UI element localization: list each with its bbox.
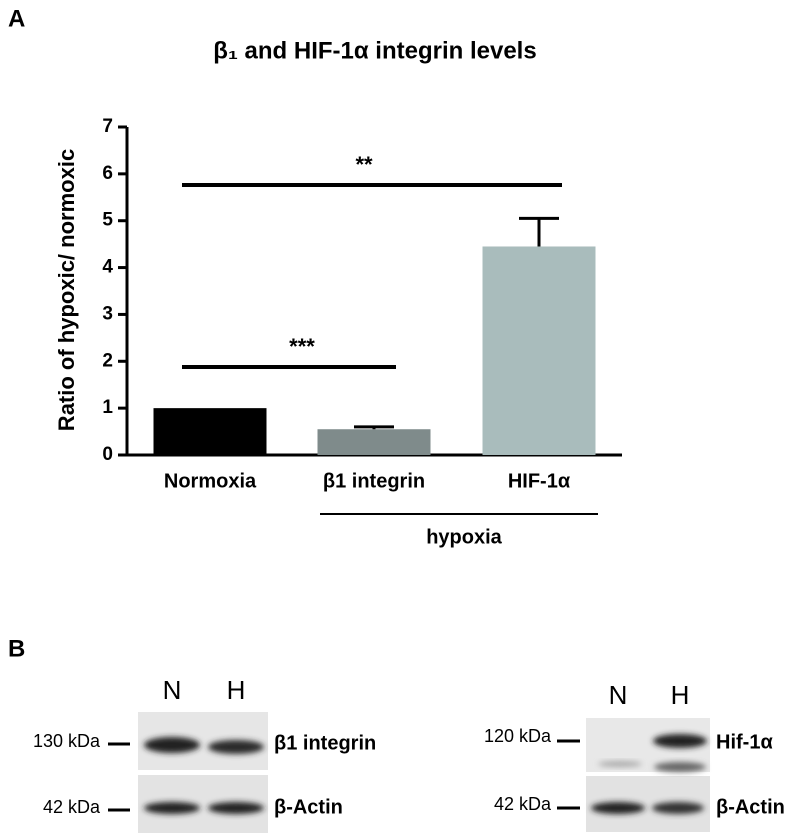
y-tick-label: 0 xyxy=(102,444,113,465)
annotation: ** xyxy=(355,152,373,177)
band xyxy=(208,802,264,814)
band xyxy=(208,740,264,754)
y-tick-label: 6 xyxy=(102,163,113,184)
y-tick-label: 5 xyxy=(102,210,113,231)
band xyxy=(652,802,704,814)
y-tick-label: 4 xyxy=(102,257,113,278)
marker-label: 120 kDa xyxy=(484,726,552,746)
protein-label: β1 integrin xyxy=(274,732,376,754)
lane-label: N xyxy=(163,675,182,705)
x-tick-label: β1 integrin xyxy=(323,470,425,492)
protein-label: Hif-1α xyxy=(716,731,773,753)
marker-label: 42 kDa xyxy=(494,794,552,814)
bar xyxy=(482,246,596,455)
blot-left: N H 130 kDa 42 kDa β1 integrin β-Actin xyxy=(33,675,376,833)
bar xyxy=(317,429,431,455)
chart-title: β₁ and HIF-1α integrin levels xyxy=(213,37,536,64)
x-tick-label: HIF-1α xyxy=(508,470,571,492)
y-tick-label: 7 xyxy=(102,116,113,137)
panel-label: B xyxy=(8,635,25,662)
band xyxy=(591,802,645,814)
protein-label: β-Actin xyxy=(716,796,785,818)
band xyxy=(654,762,706,772)
group-label: hypoxia xyxy=(426,526,502,548)
y-tick-label: 3 xyxy=(102,303,113,324)
protein-label: β-Actin xyxy=(274,796,343,818)
bar xyxy=(153,408,267,455)
band xyxy=(598,761,642,767)
band xyxy=(653,734,707,748)
lane-label: H xyxy=(227,675,246,705)
annotation: *** xyxy=(289,334,315,359)
marker-label: 42 kDa xyxy=(43,797,101,817)
band xyxy=(144,802,200,814)
lane-label: N xyxy=(609,680,628,710)
band xyxy=(144,737,200,753)
blot-right: N H 120 kDa 42 kDa Hif-1α β-Actin xyxy=(484,680,785,832)
lane-label: H xyxy=(671,680,690,710)
panel-label: A xyxy=(8,5,25,32)
y-axis-label: Ratio of hypoxic/ normoxic xyxy=(54,149,79,431)
x-tick-label: Normoxia xyxy=(164,470,257,492)
y-tick-label: 1 xyxy=(102,397,113,418)
y-tick-label: 2 xyxy=(102,350,113,371)
marker-label: 130 kDa xyxy=(33,731,101,751)
